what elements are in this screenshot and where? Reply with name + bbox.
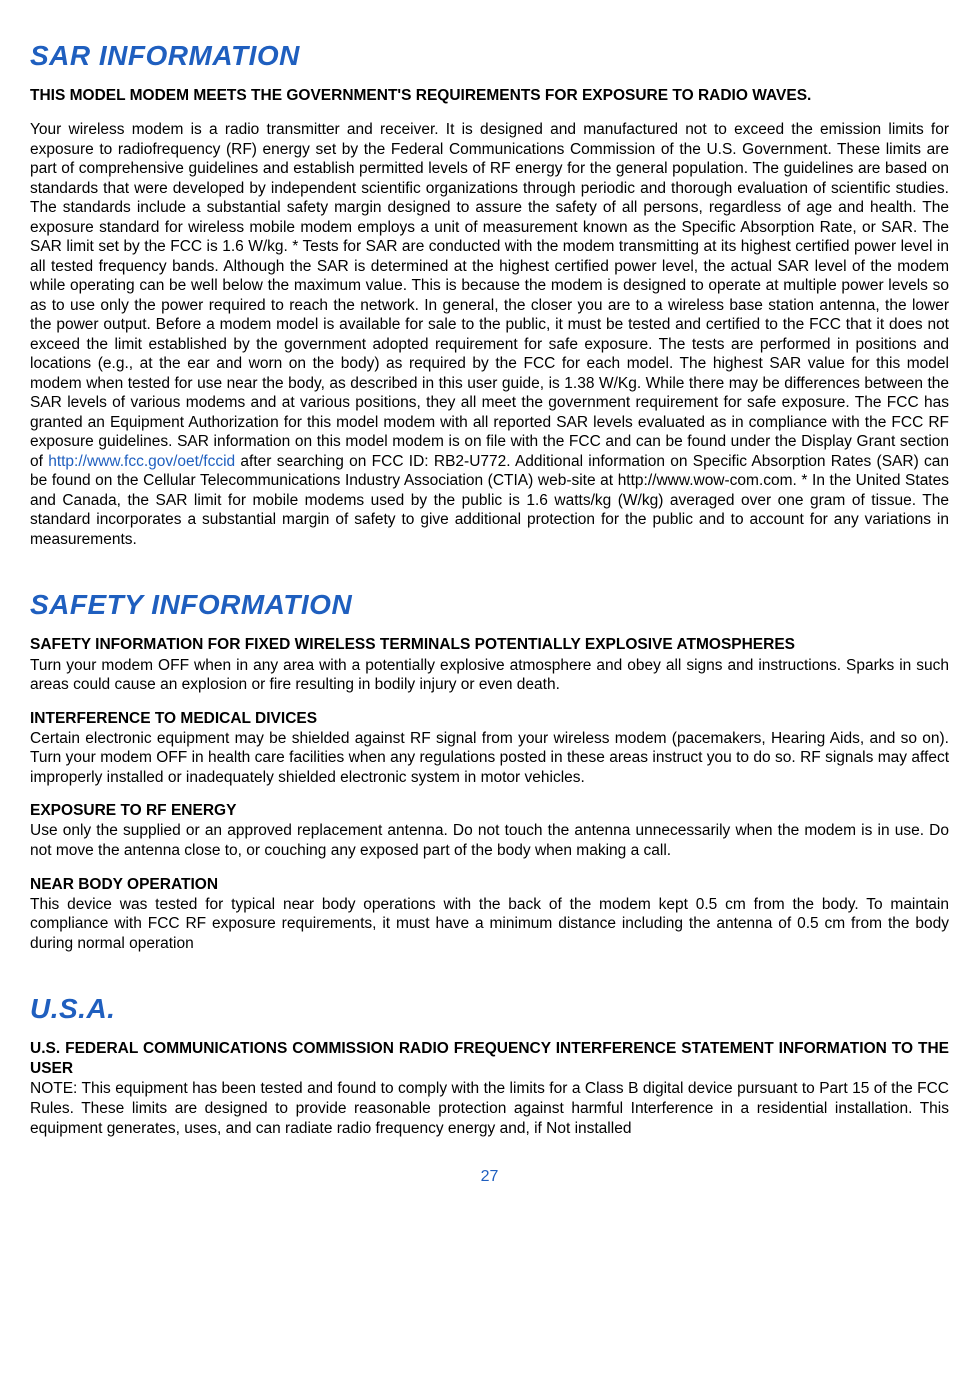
atmospheres-body: Turn your modem OFF when in any area wit…: [30, 656, 949, 695]
rf-block: EXPOSURE TO RF ENERGY Use only the suppl…: [30, 801, 949, 860]
rf-body: Use only the supplied or an approved rep…: [30, 821, 949, 860]
usa-body: NOTE: This equipment has been tested and…: [30, 1079, 949, 1138]
fcc-link[interactable]: http://www.fcc.gov/oet/fccid: [48, 453, 235, 470]
usa-subheading: U.S. FEDERAL COMMUNICATIONS COMMISSION R…: [30, 1039, 949, 1079]
sar-bold-intro: THIS MODEL MODEM MEETS THE GOVERNMENT'S …: [30, 86, 949, 106]
atmospheres-heading: SAFETY INFORMATION FOR FIXED WIRELESS TE…: [30, 635, 949, 655]
usa-section: U.S.A. U.S. FEDERAL COMMUNICATIONS COMMI…: [30, 993, 949, 1138]
sar-body: Your wireless modem is a radio transmitt…: [30, 120, 949, 549]
near-body-block: NEAR BODY OPERATION This device was test…: [30, 875, 949, 954]
medical-body: Certain electronic equipment may be shie…: [30, 729, 949, 788]
safety-heading: SAFETY INFORMATION: [30, 589, 949, 621]
usa-heading: U.S.A.: [30, 993, 949, 1025]
sar-section: SAR INFORMATION THIS MODEL MODEM MEETS T…: [30, 40, 949, 549]
near-body-body: This device was tested for typical near …: [30, 895, 949, 954]
rf-heading: EXPOSURE TO RF ENERGY: [30, 801, 949, 821]
atmospheres-block: SAFETY INFORMATION FOR FIXED WIRELESS TE…: [30, 635, 949, 694]
sar-heading: SAR INFORMATION: [30, 40, 949, 72]
safety-section: SAFETY INFORMATION SAFETY INFORMATION FO…: [30, 589, 949, 953]
page-number: 27: [30, 1168, 949, 1186]
medical-block: INTERFERENCE TO MEDICAL DIVICES Certain …: [30, 709, 949, 788]
near-body-heading: NEAR BODY OPERATION: [30, 875, 949, 895]
sar-body-part1: Your wireless modem is a radio transmitt…: [30, 121, 949, 470]
medical-heading: INTERFERENCE TO MEDICAL DIVICES: [30, 709, 949, 729]
